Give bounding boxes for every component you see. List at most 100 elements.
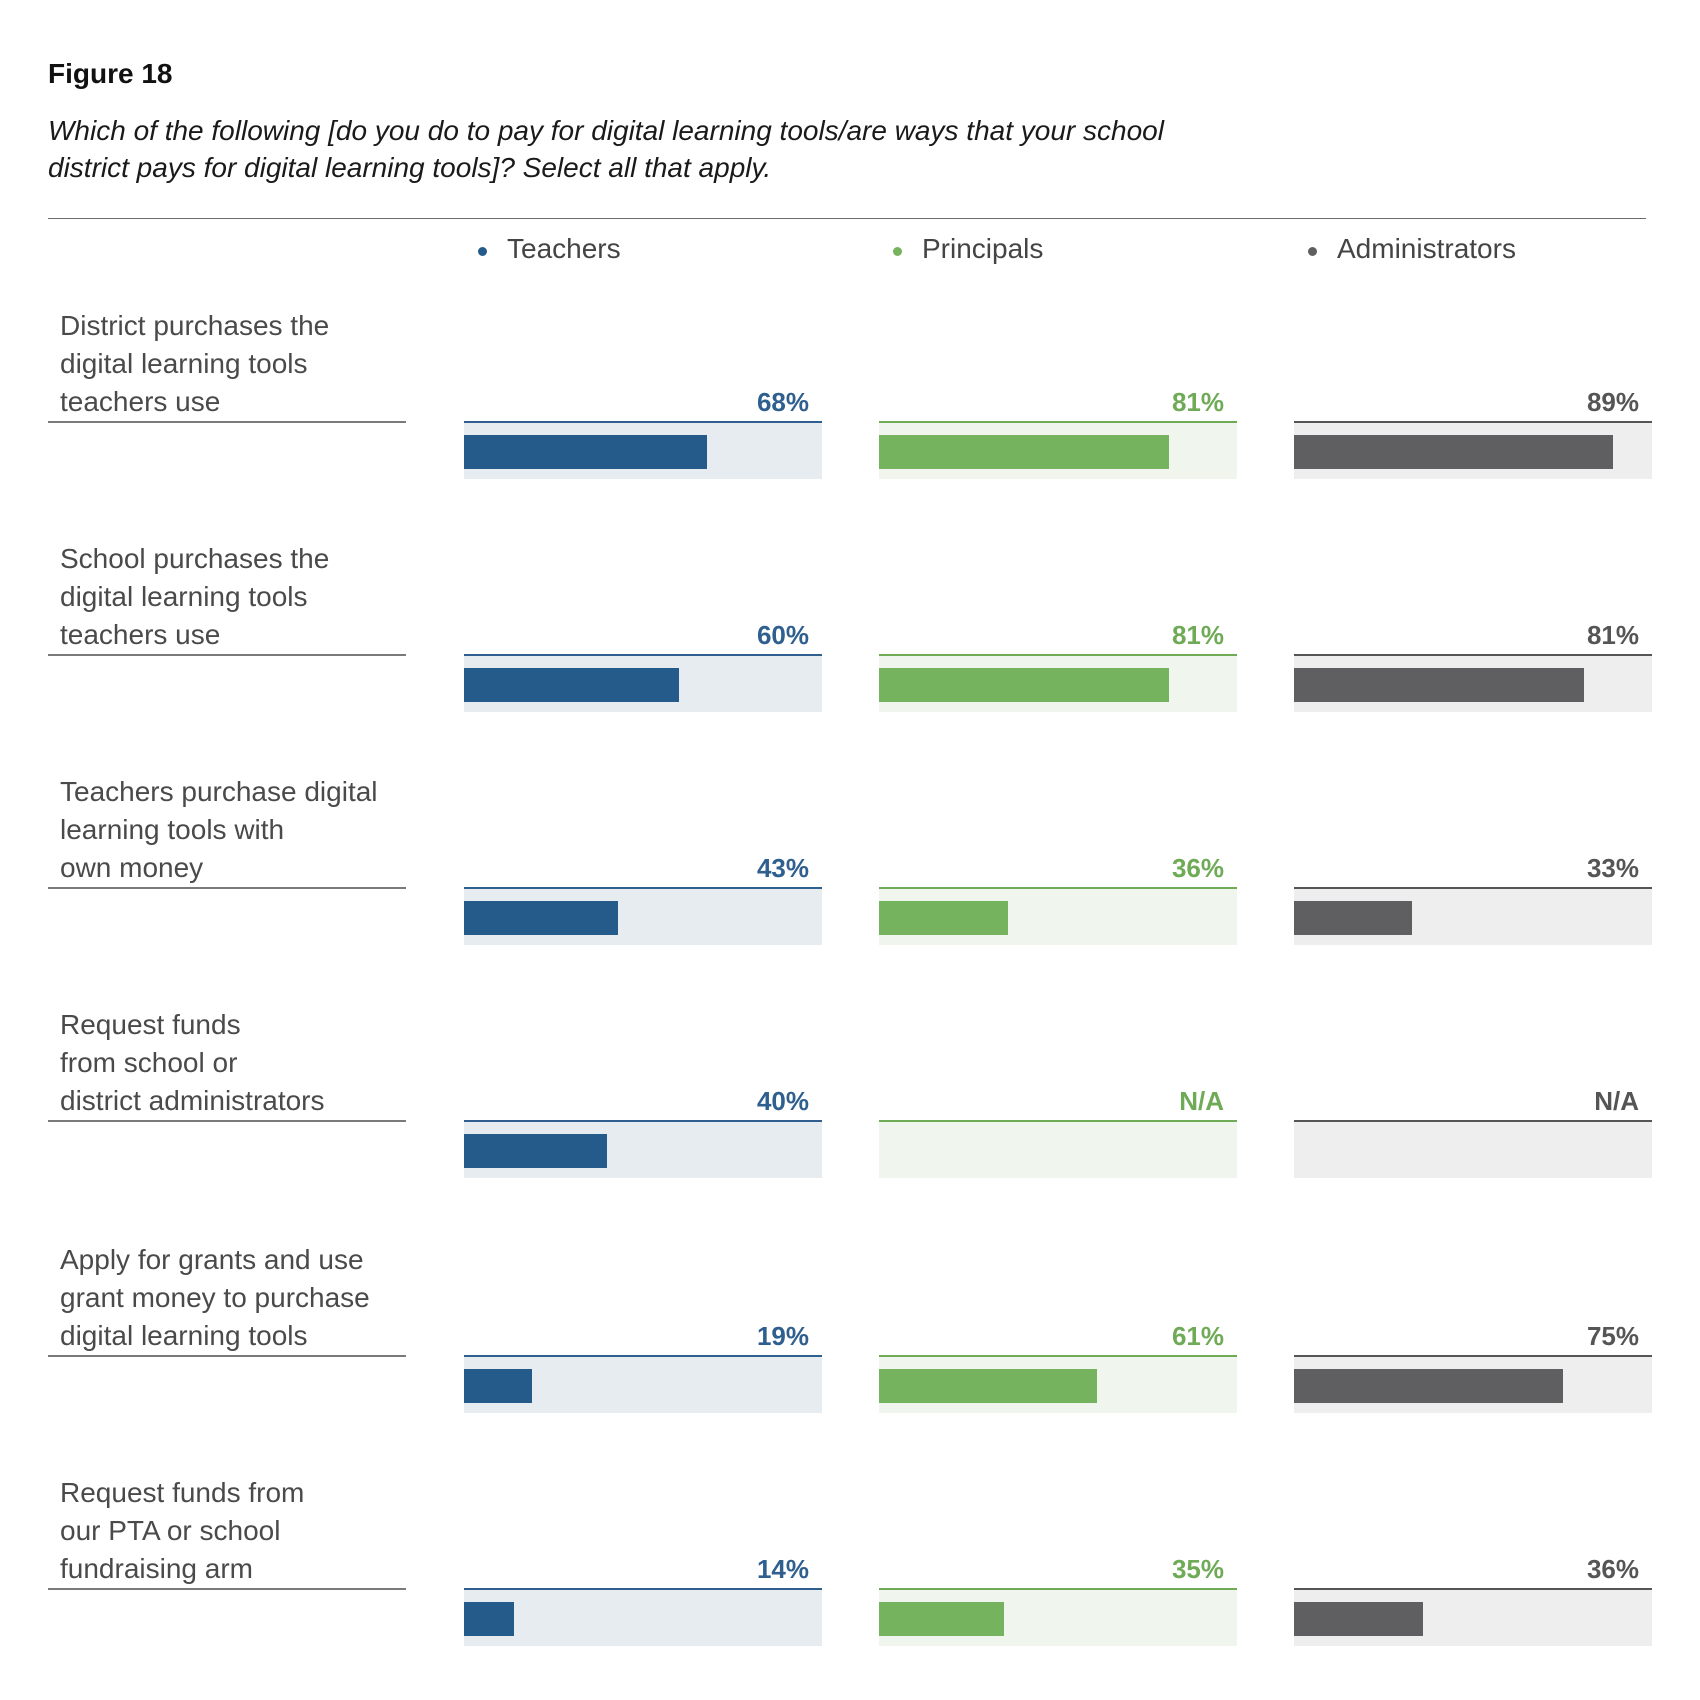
bar-track [1294, 656, 1652, 712]
category-rule [48, 887, 406, 889]
legend-dot-teachers [478, 247, 487, 256]
category-label-line: own money [60, 852, 204, 883]
bar-track [464, 1590, 822, 1646]
bar-rule [879, 1588, 1237, 1590]
bar-group-administrators: 33% [1294, 853, 1652, 967]
bar-group-administrators: 36% [1294, 1554, 1652, 1668]
category-label-line: digital learning tools [60, 1320, 308, 1351]
category-label-line: fundraising arm [60, 1553, 253, 1584]
bar-group-teachers: 14% [464, 1554, 822, 1668]
bar-rule [879, 1355, 1237, 1357]
data-label: 60% [756, 620, 809, 650]
category-label-line: learning tools with [60, 814, 285, 845]
bar-track [1294, 1590, 1652, 1646]
data-label: N/A [1179, 1086, 1224, 1116]
bar-rule [1294, 887, 1652, 889]
category-label-line: Request funds [60, 1009, 241, 1040]
bar-rule [464, 1355, 822, 1357]
bar [879, 1602, 1005, 1636]
bar-group-principals: 81% [879, 387, 1237, 501]
bar-group-administrators: 89% [1294, 387, 1652, 501]
category-label-line: Request funds from [60, 1477, 305, 1508]
bar-group-principals: 35% [879, 1554, 1237, 1668]
bar [464, 1134, 608, 1168]
category-label: District purchases the digital learning t… [60, 307, 400, 421]
bar-track [1294, 1122, 1652, 1178]
category-rule [48, 1588, 406, 1590]
category-label-line: District purchases the [60, 310, 330, 341]
legend-dot-principals [893, 247, 902, 256]
data-label: 81% [1171, 620, 1224, 650]
bar-track [464, 656, 822, 712]
bar-rule [1294, 1588, 1652, 1590]
bar-rule [464, 1588, 822, 1590]
bar-track [879, 656, 1237, 712]
category-label-line: digital learning tools [60, 581, 308, 612]
legend-label: Administrators [1337, 233, 1516, 264]
data-label: 19% [756, 1321, 809, 1351]
bar-rule [879, 887, 1237, 889]
bar-group-teachers: 43% [464, 853, 822, 967]
data-label: 81% [1586, 620, 1639, 650]
category-label-line: digital learning tools [60, 348, 308, 379]
bar-group-principals: N/A [879, 1086, 1237, 1200]
bar [879, 901, 1008, 935]
category-label: School purchases the digital learning too… [60, 540, 400, 654]
legend-label: Principals [922, 233, 1044, 264]
legend-item-principals: Principals [893, 233, 1044, 265]
bar [1294, 1602, 1423, 1636]
category-label-line: from school or [60, 1047, 238, 1078]
bar-group-teachers: 60% [464, 620, 822, 734]
data-label: 36% [1171, 853, 1224, 883]
data-label: 43% [756, 853, 809, 883]
category-label: Teachers purchase digital learning tools … [60, 773, 400, 887]
data-label: 35% [1171, 1554, 1224, 1584]
data-label: 68% [756, 387, 809, 417]
category-label-line: our PTA or school [60, 1515, 281, 1546]
category-label: Request funds from our PTA or school fundr… [60, 1474, 400, 1588]
data-label: 89% [1586, 387, 1639, 417]
bar-rule [1294, 654, 1652, 656]
bar-track [879, 889, 1237, 945]
bar-rule [879, 421, 1237, 423]
bar [464, 435, 708, 469]
bar-rule [879, 1120, 1237, 1122]
header-divider [48, 218, 1646, 219]
bar [1294, 435, 1613, 469]
category-rule [48, 1355, 406, 1357]
bar-track [1294, 889, 1652, 945]
bar-rule [1294, 421, 1652, 423]
bar-track [1294, 423, 1652, 479]
category-label-line: teachers use [60, 619, 221, 650]
category-label-line: Apply for grants and use [60, 1244, 364, 1275]
data-label: 33% [1586, 853, 1639, 883]
category-label: Apply for grants and use grant money to p… [60, 1241, 400, 1355]
bar [464, 1602, 515, 1636]
bar-track [464, 1122, 822, 1178]
chart-title: Which of the following [do you do to pay… [48, 115, 1164, 183]
category-label-line: district administrators [60, 1085, 325, 1116]
data-label: 36% [1586, 1554, 1639, 1584]
bar-group-principals: 61% [879, 1321, 1237, 1435]
data-label: 14% [756, 1554, 809, 1584]
bar [464, 1369, 533, 1403]
bar-track [464, 889, 822, 945]
category-label-line: grant money to purchase [60, 1282, 370, 1313]
legend-item-teachers: Teachers [478, 233, 621, 265]
category-label-line: teachers use [60, 386, 221, 417]
data-label: 40% [756, 1086, 809, 1116]
figure-label: Figure 18 [48, 58, 173, 89]
bar [1294, 901, 1413, 935]
data-label: 61% [1171, 1321, 1224, 1351]
legend-item-administrators: Administrators [1308, 233, 1516, 265]
bar-rule [464, 1120, 822, 1122]
legend-dot-administrators [1308, 247, 1317, 256]
bar-rule [879, 654, 1237, 656]
data-label: N/A [1594, 1086, 1639, 1116]
bar-group-administrators: N/A [1294, 1086, 1652, 1200]
bar-group-administrators: 81% [1294, 620, 1652, 734]
bar [1294, 668, 1584, 702]
bar-track [879, 1590, 1237, 1646]
bar-group-principals: 81% [879, 620, 1237, 734]
bar-rule [464, 654, 822, 656]
